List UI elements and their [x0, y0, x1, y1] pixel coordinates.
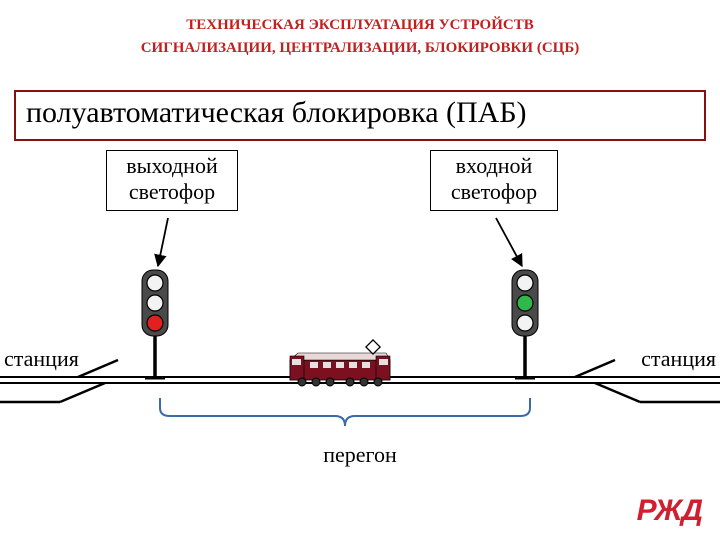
heading-box: полуавтоматическая блокировка (ПАБ) — [14, 90, 706, 141]
title-line-2: СИГНАЛИЗАЦИИ, ЦЕНТРАЛИЗАЦИИ, БЛОКИРОВКИ … — [0, 37, 720, 60]
entry-signal-label: входнойсветофор — [451, 153, 537, 204]
exit-signal-label-box: выходнойсветофор — [106, 150, 238, 211]
page-title: ТЕХНИЧЕСКАЯ ЭКСПЛУАТАЦИЯ УСТРОЙСТВ СИГНА… — [0, 0, 720, 59]
entry-signal-label-box: входнойсветофор — [430, 150, 558, 211]
heading-text: полуавтоматическая блокировка (ПАБ) — [26, 96, 527, 129]
exit-signal-label: выходнойсветофор — [126, 153, 217, 204]
section-label: перегон — [0, 442, 720, 468]
title-line-1: ТЕХНИЧЕСКАЯ ЭКСПЛУАТАЦИЯ УСТРОЙСТВ — [0, 14, 720, 37]
rzd-logo: РЖД — [637, 494, 702, 528]
rzd-logo-text: РЖД — [637, 494, 702, 527]
